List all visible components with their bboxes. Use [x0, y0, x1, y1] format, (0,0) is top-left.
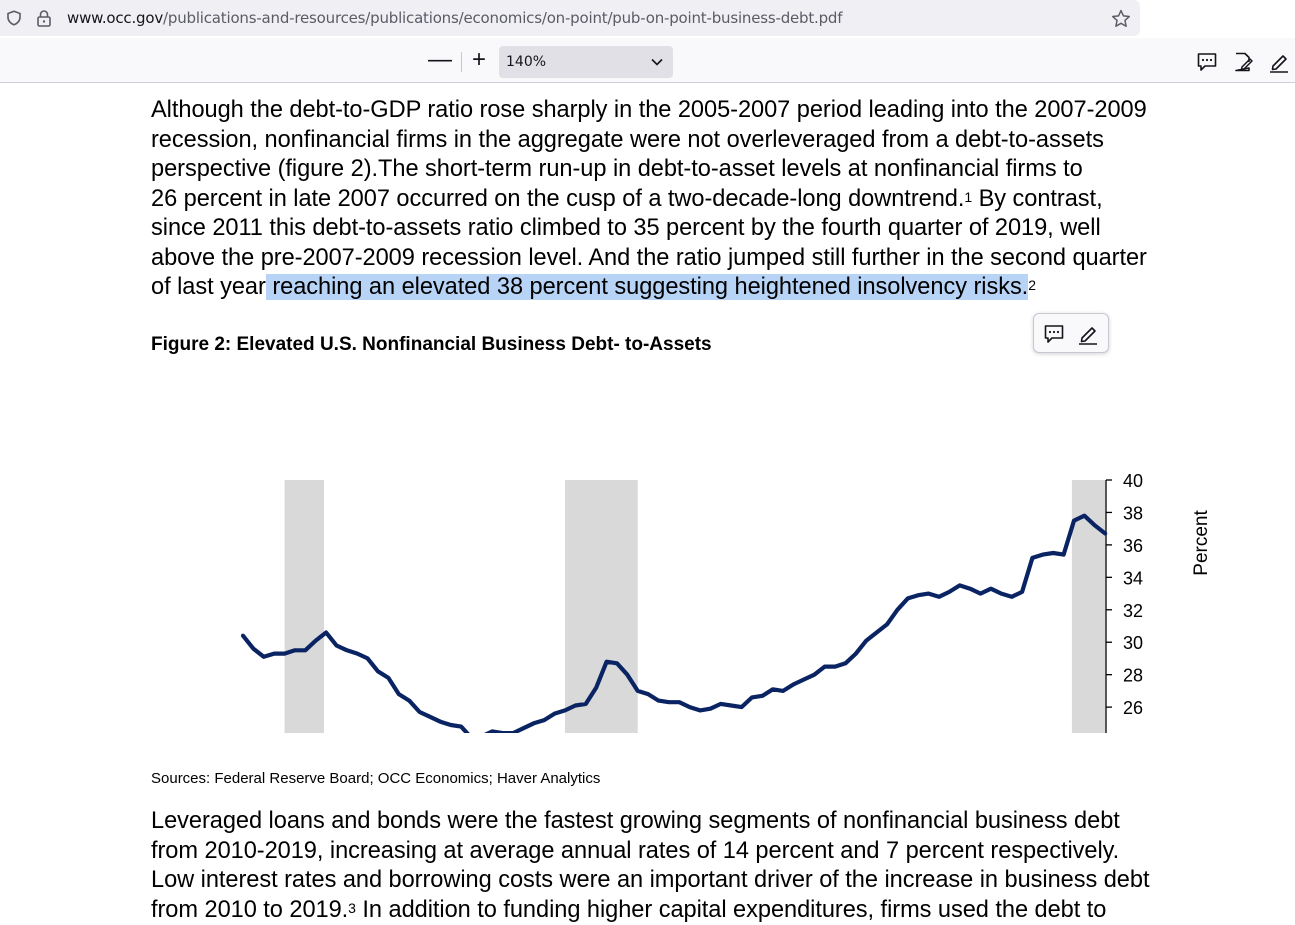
text-span: By contrast,: [972, 186, 1102, 212]
text-line: Although the debt-to-GDP ratio rose shar…: [151, 96, 1147, 126]
sources-note: Sources: Federal Reserve Board; OCC Econ…: [151, 770, 600, 787]
comment-icon[interactable]: [1196, 51, 1218, 73]
url-domain: www.occ.gov: [67, 9, 163, 27]
bookmark-star-icon[interactable]: [1110, 8, 1132, 30]
text-span: from 2010 to 2019.: [151, 897, 348, 923]
series-layer: [243, 516, 1105, 733]
y-tick-label: 38: [1123, 503, 1143, 523]
figure-title: Figure 2: Elevated U.S. Nonfinancial Bus…: [151, 334, 712, 356]
y-tick-label: 26: [1123, 698, 1143, 718]
browser-url-bar: www.occ.gov/publications-and-resources/p…: [0, 0, 1295, 38]
paragraph-2: Leveraged loans and bonds were the faste…: [151, 807, 1149, 925]
tracking-shield-icon[interactable]: [6, 10, 22, 26]
y-tick-label: 40: [1123, 471, 1143, 491]
text-line: Low interest rates and borrowing costs w…: [151, 866, 1149, 896]
recession-bands: [285, 480, 1106, 733]
recession-band: [285, 480, 324, 733]
text-line: since 2011 this debt-to-assets ratio cli…: [151, 214, 1147, 244]
url-text[interactable]: www.occ.gov/publications-and-resources/p…: [67, 9, 842, 27]
text-line: from 2010-2019, increasing at average an…: [151, 837, 1149, 867]
series-line: [243, 516, 1105, 733]
text-span: In addition to funding higher capital ex…: [356, 897, 1106, 923]
debt-to-assets-chart: '00'02'04'06'08'10'12'14'16'18'202224262…: [0, 383, 1295, 733]
chart-axes: '00'02'04'06'08'10'12'14'16'18'202224262…: [231, 471, 1143, 733]
text-line: Leveraged loans and bonds were the faste…: [151, 807, 1149, 837]
y-tick-label: 24: [1123, 731, 1143, 733]
pdf-page: Although the debt-to-GDP ratio rose shar…: [0, 83, 1295, 922]
highlight-icon[interactable]: [1077, 323, 1099, 345]
paragraph-1: Although the debt-to-GDP ratio rose shar…: [151, 96, 1147, 303]
lock-icon[interactable]: [36, 9, 52, 27]
text-line: of last year reaching an elevated 38 per…: [151, 273, 1147, 303]
footnote-ref-1[interactable]: 1: [964, 189, 972, 205]
draw-icon[interactable]: [1268, 51, 1290, 73]
zoom-select[interactable]: 140%: [499, 46, 673, 78]
zoom-in-button[interactable]: +: [468, 48, 490, 72]
y-tick-label: 34: [1123, 568, 1143, 588]
url-path: /publications-and-resources/publications…: [163, 9, 842, 27]
text-line: perspective (figure 2).The short-term ru…: [151, 155, 1147, 185]
edit-document-icon[interactable]: [1232, 51, 1254, 73]
add-comment-icon[interactable]: [1043, 323, 1065, 345]
recession-band: [565, 480, 638, 733]
y-tick-label: 36: [1123, 536, 1143, 556]
text-span: 26 percent in late 2007 occurred on the …: [151, 186, 964, 212]
chevron-down-icon: [651, 58, 663, 66]
text-span: of last year: [151, 274, 266, 300]
footnote-ref-2[interactable]: 2: [1028, 277, 1036, 293]
y-tick-label: 32: [1123, 601, 1143, 621]
text-line: above the pre-2007-2009 recession level.…: [151, 244, 1147, 274]
selection-popup: [1033, 313, 1109, 353]
zoom-value: 140%: [506, 54, 546, 70]
y-tick-label: 30: [1123, 633, 1143, 653]
text-line: recession, nonfinancial firms in the agg…: [151, 126, 1147, 156]
pdf-toolbar: — + 140%: [0, 38, 1295, 83]
toolbar-separator: [461, 52, 462, 72]
selected-text[interactable]: reaching an elevated 38 percent suggesti…: [266, 274, 1028, 300]
y-axis-label: Percent: [1191, 510, 1212, 576]
text-line: from 2010 to 2019.3 In addition to fundi…: [151, 896, 1149, 925]
y-tick-label: 28: [1123, 666, 1143, 686]
footnote-ref-3[interactable]: 3: [348, 900, 356, 916]
address-field[interactable]: www.occ.gov/publications-and-resources/p…: [0, 0, 1140, 36]
zoom-out-button[interactable]: —: [429, 48, 451, 72]
text-line: 26 percent in late 2007 occurred on the …: [151, 185, 1147, 215]
